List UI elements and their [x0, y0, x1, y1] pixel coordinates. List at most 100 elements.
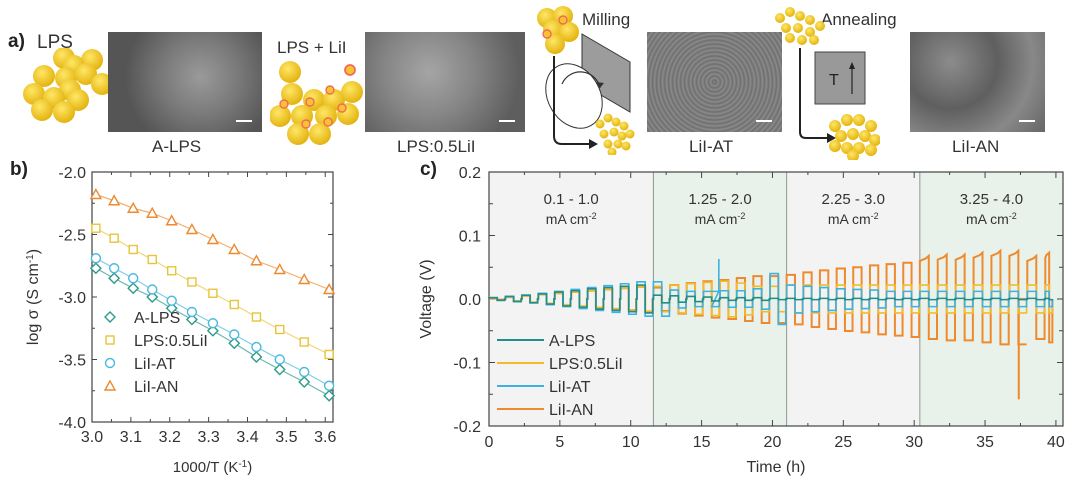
- lps-particle: [545, 34, 565, 54]
- data-point: [108, 272, 121, 285]
- trace-a-lps: [488, 284, 1054, 314]
- sem-image-lii-an: [910, 32, 1045, 132]
- lps-particle: [91, 73, 109, 95]
- data-point: [250, 351, 263, 363]
- data-point: [323, 389, 336, 402]
- milling-process-diagram: [545, 33, 631, 149]
- panel-b-label: b): [10, 159, 28, 180]
- data-point: [251, 341, 262, 353]
- data-point: [128, 244, 138, 255]
- legend-label: LPS:0.5LiI: [549, 356, 623, 373]
- y-tick-label: -3.0: [58, 290, 86, 307]
- lps-particle: [859, 130, 871, 142]
- scale-bar: [756, 120, 772, 122]
- region-unit: mA cm-2: [695, 211, 746, 227]
- data-point: [185, 223, 199, 235]
- legend-item: LPS:0.5LiI: [105, 333, 208, 350]
- data-point: [187, 277, 197, 287]
- legend-label: LiI-AT: [134, 356, 176, 373]
- legend-label: LiI-AT: [549, 379, 591, 396]
- lps-particle: [809, 35, 819, 45]
- data-point: [146, 206, 159, 218]
- lps-particle: [341, 81, 363, 103]
- region-label: 3.25 - 4.0: [960, 191, 1023, 208]
- panel-a-label: a): [8, 31, 25, 52]
- y-axis-label: log σ (S cm-1): [25, 249, 43, 345]
- region-unit: mA cm-2: [828, 211, 879, 227]
- legend-label: A-LPS: [549, 333, 595, 350]
- data-point: [299, 337, 309, 347]
- x-tick-label: 20: [764, 434, 782, 451]
- legend-item: A-LPS: [104, 310, 180, 327]
- y-tick-label: 0.2: [459, 165, 481, 182]
- data-point: [109, 233, 119, 243]
- lps-particle: [53, 101, 75, 123]
- lps-particle: [829, 120, 841, 132]
- lii-particle: [301, 119, 311, 129]
- lps-particle: [869, 134, 880, 146]
- panel-c-label: c): [420, 159, 437, 180]
- lii-particle: [305, 97, 315, 107]
- sem-image-lps-0-5lii: [365, 32, 525, 132]
- lps-particle: [795, 11, 805, 21]
- lps-particle: [865, 144, 877, 156]
- data-point: [275, 324, 285, 335]
- y-axis-label: Voltage (V): [418, 259, 435, 338]
- lps-particle: [281, 83, 303, 105]
- lps-particle: [853, 114, 865, 126]
- scale-bar: [499, 120, 515, 122]
- lps-particle: [559, 22, 579, 42]
- legend-item: LiI-AN: [103, 379, 178, 396]
- data-point: [90, 253, 102, 264]
- lps-particle: [595, 119, 605, 129]
- lps-particle: [279, 61, 301, 83]
- data-point: [207, 318, 219, 329]
- region-label: 2.25 - 3.0: [822, 191, 885, 208]
- data-point: [229, 299, 239, 310]
- data-point: [206, 324, 219, 337]
- lii-particle: [279, 99, 289, 109]
- y-tick-label: -3.5: [58, 353, 86, 370]
- x-tick-label: 35: [976, 434, 994, 451]
- data-point: [166, 295, 177, 306]
- x-tick-label: 3.3: [197, 429, 219, 446]
- lps-particle: [805, 27, 815, 37]
- legend-label: LiI-AN: [549, 402, 593, 419]
- lps-particle-cluster: [23, 48, 109, 123]
- data-point: [323, 380, 335, 391]
- data-point: [128, 273, 139, 284]
- lps-particle: [781, 23, 791, 33]
- data-point: [146, 291, 159, 303]
- data-point: [298, 273, 311, 285]
- legend-item: LiI-AT: [104, 356, 176, 373]
- legend-marker: [103, 379, 117, 391]
- scale-bar: [236, 120, 252, 122]
- lps-particle: [865, 120, 877, 132]
- series-lii-at: [90, 253, 335, 391]
- sem-image-lii-at: [647, 32, 782, 132]
- caption-lii-at: LiI-AT: [689, 137, 734, 156]
- data-point: [251, 312, 262, 322]
- annealing-input-particles: [775, 7, 825, 45]
- milling-output-particles: [595, 113, 635, 155]
- region-unit: mA cm-2: [966, 211, 1017, 227]
- lps-particle: [619, 121, 629, 131]
- lps-particle: [599, 129, 609, 139]
- data-point: [228, 337, 241, 350]
- legend-marker: [104, 357, 116, 369]
- lii-particle: [323, 117, 333, 127]
- legend-label: LiI-AN: [134, 379, 178, 396]
- y-tick-label: -0.2: [453, 419, 481, 436]
- legend-marker: [105, 335, 115, 345]
- data-point: [185, 313, 198, 326]
- lps-particle: [33, 65, 55, 87]
- lps-particle: [270, 105, 291, 127]
- lps-particle: [835, 130, 847, 142]
- lps-particle: [617, 131, 627, 141]
- legend-label: LPS:0.5LiI: [134, 333, 208, 350]
- x-tick-label: 3.6: [314, 429, 336, 446]
- milling-input-particles: [537, 6, 579, 54]
- x-tick-label: 3.5: [275, 429, 297, 446]
- data-point: [147, 254, 157, 265]
- furnace-box: [814, 51, 866, 105]
